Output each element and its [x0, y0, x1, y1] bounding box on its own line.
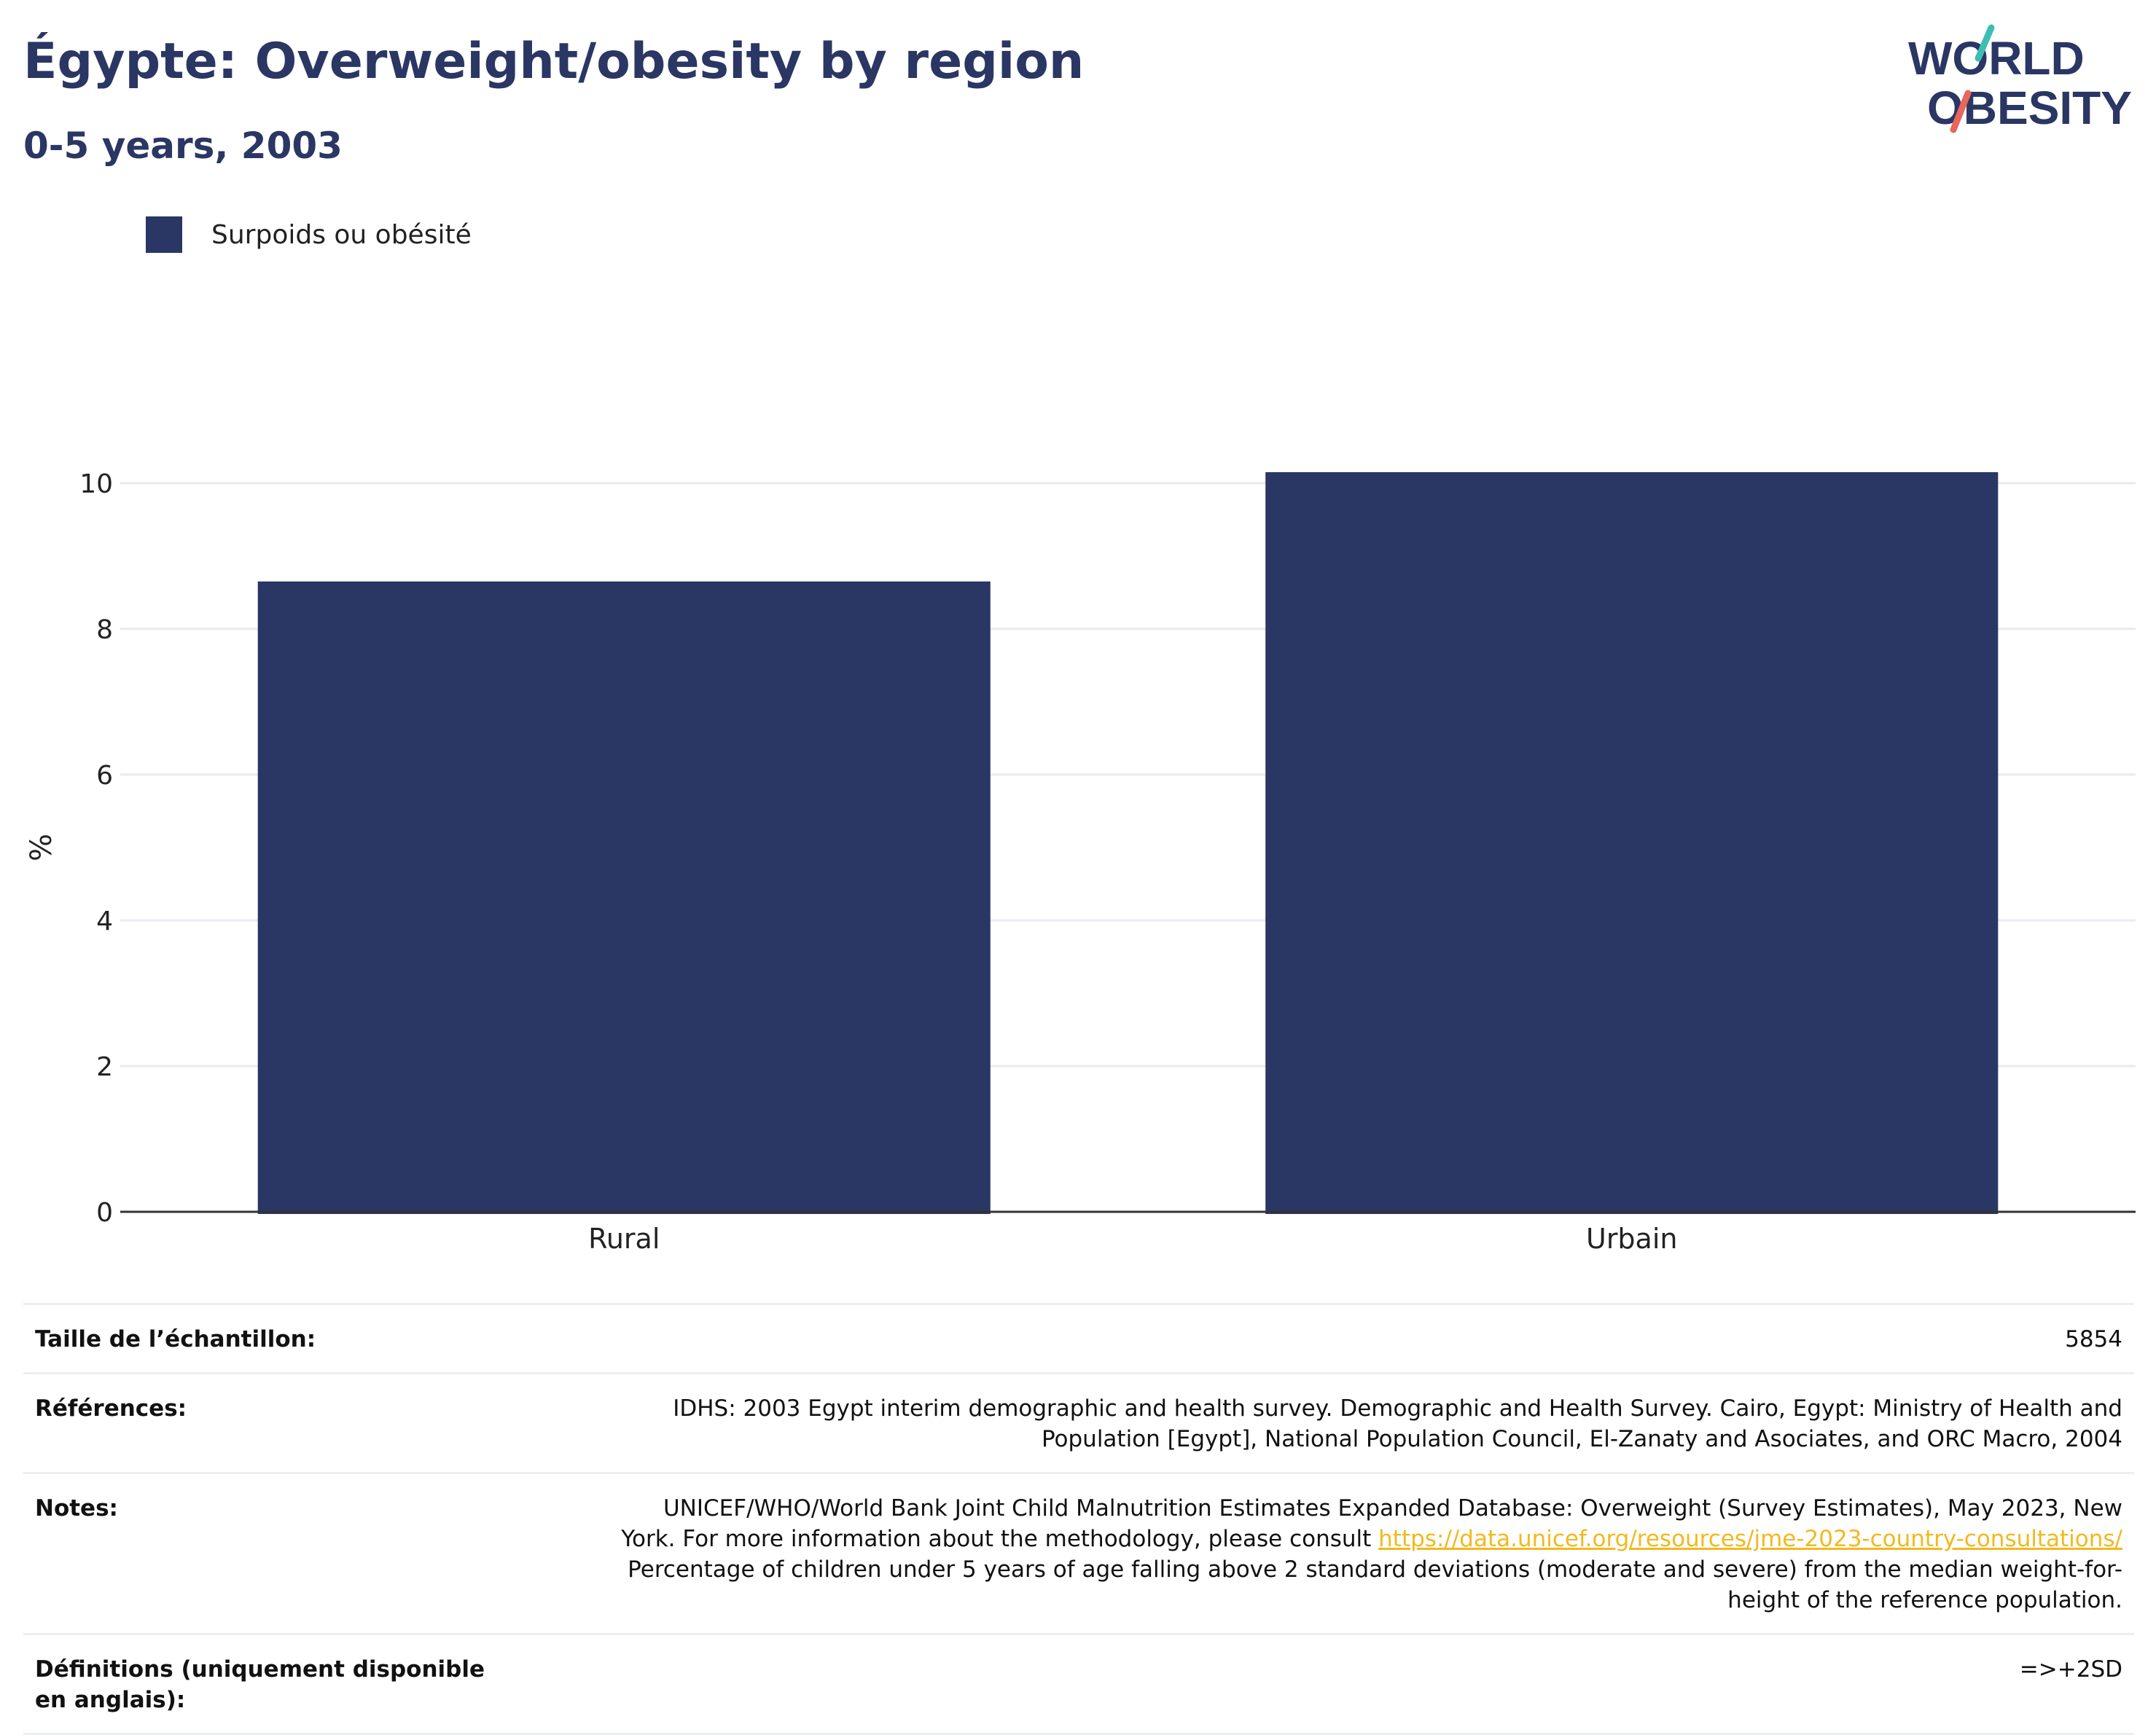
info-value: UNICEF/WHO/World Bank Joint Child Malnut…: [621, 1493, 2122, 1615]
chart-subtitle: 0-5 years, 2003: [23, 125, 343, 167]
y-tick-label: 0: [96, 1198, 113, 1228]
world-obesity-logo: WORLD OBESITY: [1908, 24, 2132, 134]
x-tick-label: Rural: [588, 1223, 660, 1255]
methodology-link[interactable]: https://data.unicef.org/resources/jme-20…: [1378, 1526, 2122, 1552]
logo-coral-stroke: [1950, 90, 1972, 133]
info-key: Définitions (uniquement disponible en an…: [35, 1656, 485, 1713]
info-row-definitions: Définitions (uniquement disponible en an…: [23, 1635, 2134, 1735]
info-key: Références:: [35, 1395, 187, 1422]
chart-title: Égypte: Overweight/obesity by region: [23, 33, 1085, 90]
notes-text-pre: UNICEF/WHO/World Bank Joint Child Malnut…: [621, 1495, 2122, 1552]
y-tick-label: 10: [79, 469, 113, 499]
legend-label: Surpoids ou obésité: [211, 219, 472, 250]
y-tick-label: 4: [96, 906, 113, 936]
y-tick-label: 6: [96, 761, 113, 791]
bar-rural: [257, 581, 991, 1214]
info-row-references: Références: IDHS: 2003 Egypt interim dem…: [23, 1374, 2134, 1474]
info-key: Notes:: [35, 1495, 118, 1521]
bar-urbain: [1265, 472, 1999, 1214]
logo-teal-stroke: [1975, 24, 1995, 62]
legend-swatch: [146, 216, 182, 253]
chart-legend: Surpoids ou obésité: [146, 216, 472, 254]
y-tick-label: 8: [96, 615, 113, 645]
info-key: Taille de l’échantillon:: [35, 1326, 316, 1352]
info-row-notes: Notes: UNICEF/WHO/World Bank Joint Child…: [23, 1474, 2134, 1635]
logo-line1: WORLD: [1908, 32, 2085, 85]
y-tick-label: 2: [96, 1052, 113, 1082]
y-axis-label: %: [25, 834, 58, 861]
x-tick-label: Urbain: [1586, 1223, 1678, 1255]
info-value: 5854: [2065, 1326, 2122, 1352]
info-value: IDHS: 2003 Egypt interim demographic and…: [673, 1395, 2122, 1452]
info-table: Taille de l’échantillon: 5854 Références…: [23, 1303, 2134, 1735]
notes-text-post: Percentage of children under 5 years of …: [628, 1556, 2122, 1613]
info-value: =>+2SD: [2019, 1656, 2122, 1683]
info-row-sample-size: Taille de l’échantillon: 5854: [23, 1305, 2134, 1374]
bar-chart: 0 2 4 6 8 10% Rural Urbain: [25, 469, 2136, 1255]
